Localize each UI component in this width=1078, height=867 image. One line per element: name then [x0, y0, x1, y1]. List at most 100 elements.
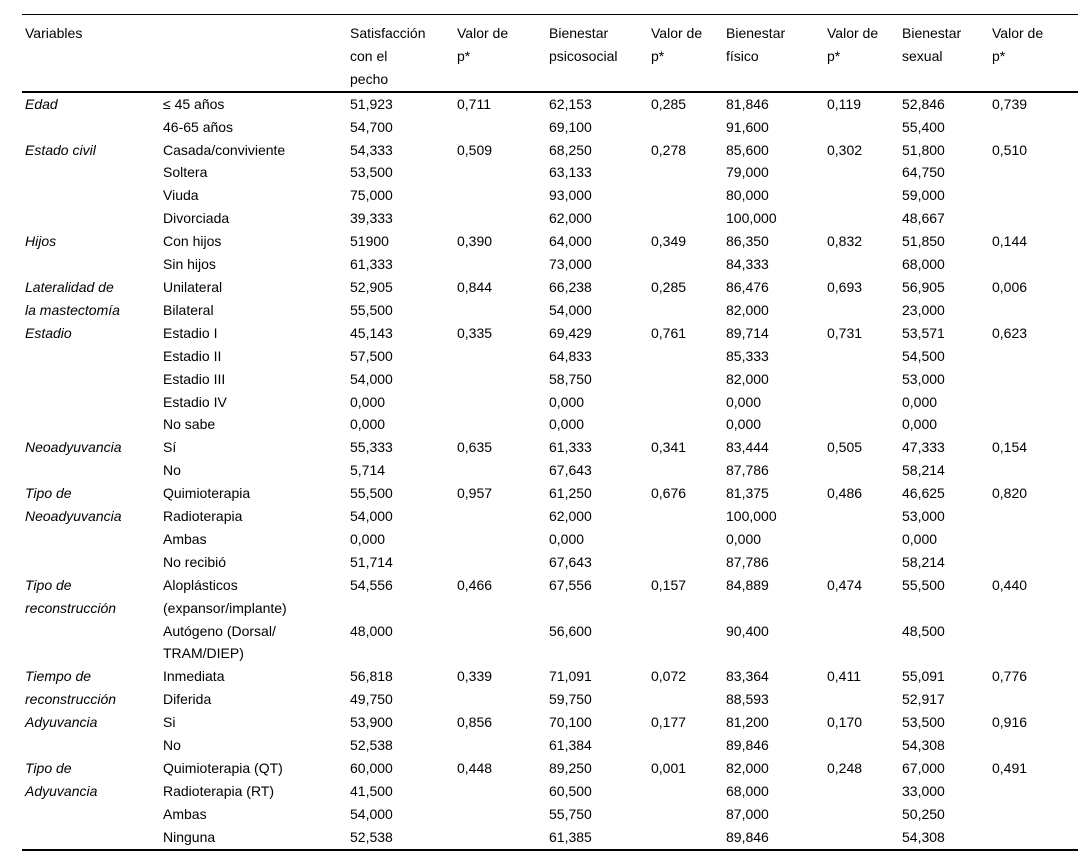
score-value-cell: 85,333: [726, 347, 769, 364]
p-value-cell: 0,448: [457, 760, 493, 776]
score-value-cell: 47,333: [902, 439, 945, 456]
score-value-cell: 82,000: [726, 760, 769, 776]
score-value-cell: 64,750: [902, 164, 945, 181]
score-value-cell: 87,786: [726, 462, 769, 479]
p-value-cell: 0,341: [651, 439, 687, 456]
p-value-cell: [992, 368, 1078, 391]
score-value-cell: 61,333: [549, 439, 592, 456]
score-value-cell: 51,850: [902, 233, 945, 250]
p-value-cell: 0,285: [651, 95, 687, 112]
table-row: Divorciada 39,333 62,000 100,000 48,667: [22, 207, 1078, 230]
score-value-cell: 51,714: [350, 553, 393, 570]
table-row: Tipo de Neoadyuvancia Quimioterapia 55,500…: [22, 482, 1078, 524]
score-value-cell: 52,905: [350, 278, 393, 295]
table-row: Neoadyuvancia Sí 55,333 0,635 61,333 0,341 83,…: [22, 436, 1078, 459]
score-value-cell: 100,000: [726, 210, 777, 227]
p-value-cell: 0,177: [651, 714, 687, 731]
score-value-cell: 53,900: [350, 714, 393, 731]
variable-label-text: Edad: [25, 95, 58, 112]
category-text: Casada/conviviente: [163, 141, 286, 158]
variable-label: Edad: [22, 92, 163, 139]
score-value-cell: 61,250: [549, 485, 592, 502]
category-text: Aloplásticos (expansor/implante): [163, 576, 287, 616]
score-value-cell: 81,200: [726, 714, 769, 731]
p-value-cell: 0,285: [651, 278, 687, 295]
score-value-cell: 53,000: [902, 370, 945, 387]
category-text: Ambas: [163, 530, 207, 547]
p-value-cell: 0,001: [651, 760, 687, 776]
score-value-cell: 83,364: [726, 668, 769, 685]
category-text: Autógeno (Dorsal/ TRAM/DIEP): [163, 622, 276, 662]
table-row: Tipo de reconstrucción Aloplásticos (expa…: [22, 574, 1078, 620]
score-value-cell: 80,000: [726, 187, 769, 204]
p-value-cell: [457, 734, 549, 757]
p-value-cell: 0,856: [457, 714, 493, 731]
score-value-cell: 81,846: [726, 95, 769, 112]
table-row: Edad ≤ 45 años 51,923 0,711 62,153 0,285 81,84…: [22, 92, 1078, 116]
p-value-cell: [651, 780, 726, 803]
p-value-cell: [827, 459, 902, 482]
p-value-cell: [827, 116, 902, 139]
category-text: Viuda: [163, 187, 199, 204]
score-value-cell: 55,091: [902, 668, 945, 685]
score-value-cell: 73,000: [549, 256, 592, 273]
p-value-cell: [457, 780, 549, 803]
score-value-cell: 70,100: [549, 714, 592, 731]
score-value-cell: 68,250: [549, 141, 592, 158]
p-value-cell: [827, 207, 902, 230]
category-cell: Bilateral: [163, 299, 350, 322]
score-value-cell: 82,000: [726, 301, 769, 318]
p-value-cell: [651, 184, 726, 207]
p-value-cell: [992, 459, 1078, 482]
score-value-cell: 82,000: [726, 370, 769, 387]
p-value-cell: 0,510: [992, 141, 1028, 158]
score-value-cell: 53,500: [350, 164, 393, 181]
p-value-cell: [651, 688, 726, 711]
p-value-cell: [827, 551, 902, 574]
p-value-cell: 0,761: [651, 324, 687, 341]
variable-label-text: Estado civil: [25, 141, 96, 158]
score-value-cell: 0,000: [902, 416, 938, 433]
variable-label: Estado civil: [22, 139, 163, 231]
category-cell: Quimioterapia (QT): [163, 757, 350, 780]
score-value-cell: 89,846: [726, 828, 769, 845]
score-value-cell: 55,500: [350, 301, 393, 318]
score-value-cell: 0,000: [902, 393, 938, 410]
category-cell: Viuda: [163, 184, 350, 207]
category-text: Estadio IV: [163, 393, 227, 410]
variable-label: Estadio: [22, 322, 163, 437]
p-value-cell: [651, 826, 726, 850]
score-value-cell: 89,250: [549, 760, 592, 776]
variable-label: Lateralidad de la mastectomía: [22, 276, 163, 322]
score-value-cell: 86,476: [726, 278, 769, 295]
p-value-cell: [651, 803, 726, 826]
variable-label: Hijos: [22, 230, 163, 276]
score-value-cell: 46,625: [902, 485, 945, 502]
score-value-cell: 59,000: [902, 187, 945, 204]
category-cell: Si: [163, 711, 350, 734]
category-text: No sabe: [163, 416, 216, 433]
score-value-cell: 56,905: [902, 278, 945, 295]
p-value-cell: [457, 826, 549, 850]
p-value-cell: [992, 528, 1078, 551]
header-variables: Variables: [22, 14, 163, 93]
score-value-cell: 51900: [350, 233, 389, 250]
score-value-cell: 61,385: [549, 828, 592, 845]
score-value-cell: 57,500: [350, 347, 393, 364]
p-value-cell: 0,466: [457, 576, 493, 593]
p-value-cell: [992, 620, 1078, 666]
category-cell: Divorciada: [163, 207, 350, 230]
p-value-cell: [992, 826, 1078, 850]
variable-label-text: Tipo de Neoadyuvancia: [25, 485, 122, 525]
table-row: No recibió 51,714 67,643 87,786 58,214: [22, 551, 1078, 574]
table-row: Tiempo de reconstrucción Inmediata 56,818 0…: [22, 665, 1078, 707]
category-cell: Casada/conviviente: [163, 139, 350, 162]
p-value-cell: 0,693: [827, 278, 863, 295]
score-value-cell: 54,000: [350, 805, 393, 822]
score-value-cell: 62,000: [549, 508, 592, 525]
table-row: Radioterapia (RT) 41,500 60,500 68,000 33,00…: [22, 780, 1078, 803]
p-value-cell: 0,119: [827, 95, 861, 112]
score-value-cell: 62,000: [549, 210, 592, 227]
p-value-cell: 0,474: [827, 576, 863, 593]
header-satisfaccion-pecho: Satisfacción con el pecho: [350, 14, 457, 93]
